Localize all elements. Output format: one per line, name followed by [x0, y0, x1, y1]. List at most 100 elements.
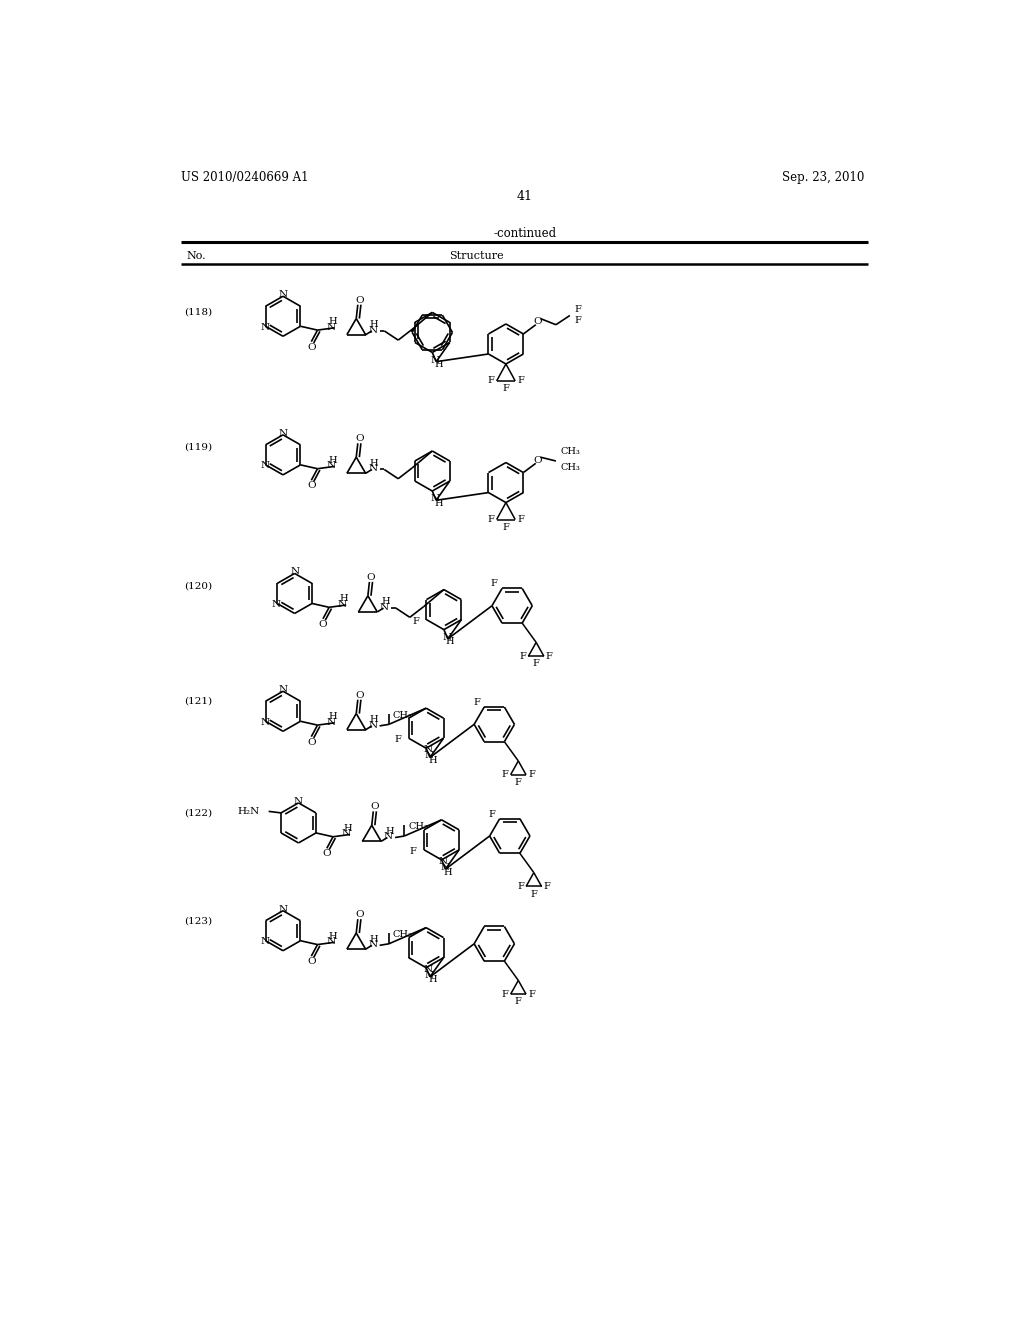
Text: (118): (118)	[184, 308, 213, 317]
Text: N: N	[260, 322, 269, 331]
Text: N: N	[271, 599, 281, 609]
Text: F: F	[574, 315, 582, 325]
Text: O: O	[307, 343, 315, 351]
Text: H: H	[428, 975, 436, 985]
Text: CH₃: CH₃	[393, 710, 413, 719]
Text: O: O	[371, 803, 379, 812]
Text: F: F	[502, 771, 509, 779]
Text: H: H	[328, 455, 337, 465]
Text: H: H	[340, 594, 348, 603]
Text: N: N	[326, 718, 335, 726]
Text: F: F	[487, 515, 495, 524]
Text: F: F	[502, 990, 509, 999]
Text: O: O	[534, 455, 542, 465]
Text: US 2010/0240669 A1: US 2010/0240669 A1	[180, 172, 308, 185]
Text: F: F	[528, 990, 535, 999]
Text: -continued: -continued	[494, 227, 556, 240]
Text: (121): (121)	[184, 697, 213, 706]
Text: H: H	[382, 598, 390, 606]
Text: F: F	[488, 809, 496, 818]
Text: F: F	[574, 305, 582, 314]
Text: N: N	[384, 833, 392, 841]
Text: O: O	[307, 738, 315, 747]
Text: H: H	[443, 867, 453, 876]
Text: N: N	[279, 429, 288, 438]
Text: F: F	[413, 616, 419, 626]
Text: N: N	[440, 863, 450, 873]
Text: CH₃: CH₃	[409, 822, 428, 832]
Text: N: N	[425, 972, 434, 979]
Text: F: F	[503, 523, 509, 532]
Text: N: N	[260, 718, 269, 726]
Text: F: F	[503, 384, 509, 393]
Text: H: H	[370, 321, 379, 329]
Text: F: F	[515, 777, 522, 787]
Text: N: N	[290, 568, 299, 577]
Text: N: N	[423, 965, 432, 974]
Text: H: H	[370, 715, 379, 725]
Text: Structure: Structure	[450, 251, 504, 261]
Text: N: N	[294, 797, 303, 805]
Text: (119): (119)	[184, 442, 213, 451]
Text: F: F	[546, 652, 553, 661]
Text: N: N	[326, 461, 335, 470]
Text: O: O	[318, 620, 328, 628]
Text: F: F	[517, 882, 524, 891]
Text: N: N	[342, 829, 351, 838]
Text: (123): (123)	[184, 916, 213, 925]
Text: N: N	[425, 751, 434, 760]
Text: 41: 41	[517, 190, 532, 203]
Text: F: F	[515, 998, 522, 1006]
Text: F: F	[532, 660, 540, 668]
Text: N: N	[442, 632, 452, 642]
Text: O: O	[355, 434, 364, 444]
Text: H: H	[343, 824, 352, 833]
Text: N: N	[279, 685, 288, 694]
Text: N: N	[260, 461, 269, 470]
Text: O: O	[323, 849, 331, 858]
Text: N: N	[260, 937, 269, 946]
Text: N: N	[279, 290, 288, 300]
Text: O: O	[307, 957, 315, 966]
Text: N: N	[279, 904, 288, 913]
Text: F: F	[519, 652, 526, 661]
Text: H: H	[434, 499, 442, 508]
Text: N: N	[431, 355, 440, 364]
Text: H: H	[385, 826, 394, 836]
Text: H: H	[370, 935, 379, 944]
Text: H: H	[445, 638, 455, 647]
Text: Sep. 23, 2010: Sep. 23, 2010	[782, 172, 864, 185]
Text: O: O	[355, 909, 364, 919]
Text: N: N	[431, 494, 440, 503]
Text: H: H	[428, 756, 436, 766]
Text: N: N	[368, 326, 377, 334]
Text: F: F	[517, 515, 524, 524]
Text: F: F	[487, 376, 495, 385]
Text: H₂N: H₂N	[238, 807, 259, 816]
Text: N: N	[368, 721, 377, 730]
Text: (122): (122)	[184, 808, 213, 817]
Text: (120): (120)	[184, 581, 213, 590]
Text: N: N	[368, 940, 377, 949]
Text: O: O	[307, 482, 315, 490]
Text: No.: No.	[187, 251, 207, 261]
Text: H: H	[328, 713, 337, 721]
Text: CH₃: CH₃	[560, 446, 581, 455]
Text: H: H	[328, 932, 337, 941]
Text: F: F	[517, 376, 524, 385]
Text: H: H	[434, 360, 442, 370]
Text: CH₃: CH₃	[393, 931, 413, 939]
Text: F: F	[490, 579, 498, 589]
Text: F: F	[544, 882, 551, 891]
Text: N: N	[423, 746, 432, 754]
Text: CH₃: CH₃	[560, 463, 581, 473]
Text: H: H	[370, 459, 379, 467]
Text: N: N	[380, 603, 389, 611]
Text: H: H	[328, 317, 337, 326]
Text: N: N	[338, 599, 347, 609]
Text: O: O	[355, 296, 364, 305]
Text: F: F	[410, 847, 417, 855]
Text: F: F	[473, 698, 480, 708]
Text: O: O	[355, 690, 364, 700]
Text: F: F	[528, 771, 535, 779]
